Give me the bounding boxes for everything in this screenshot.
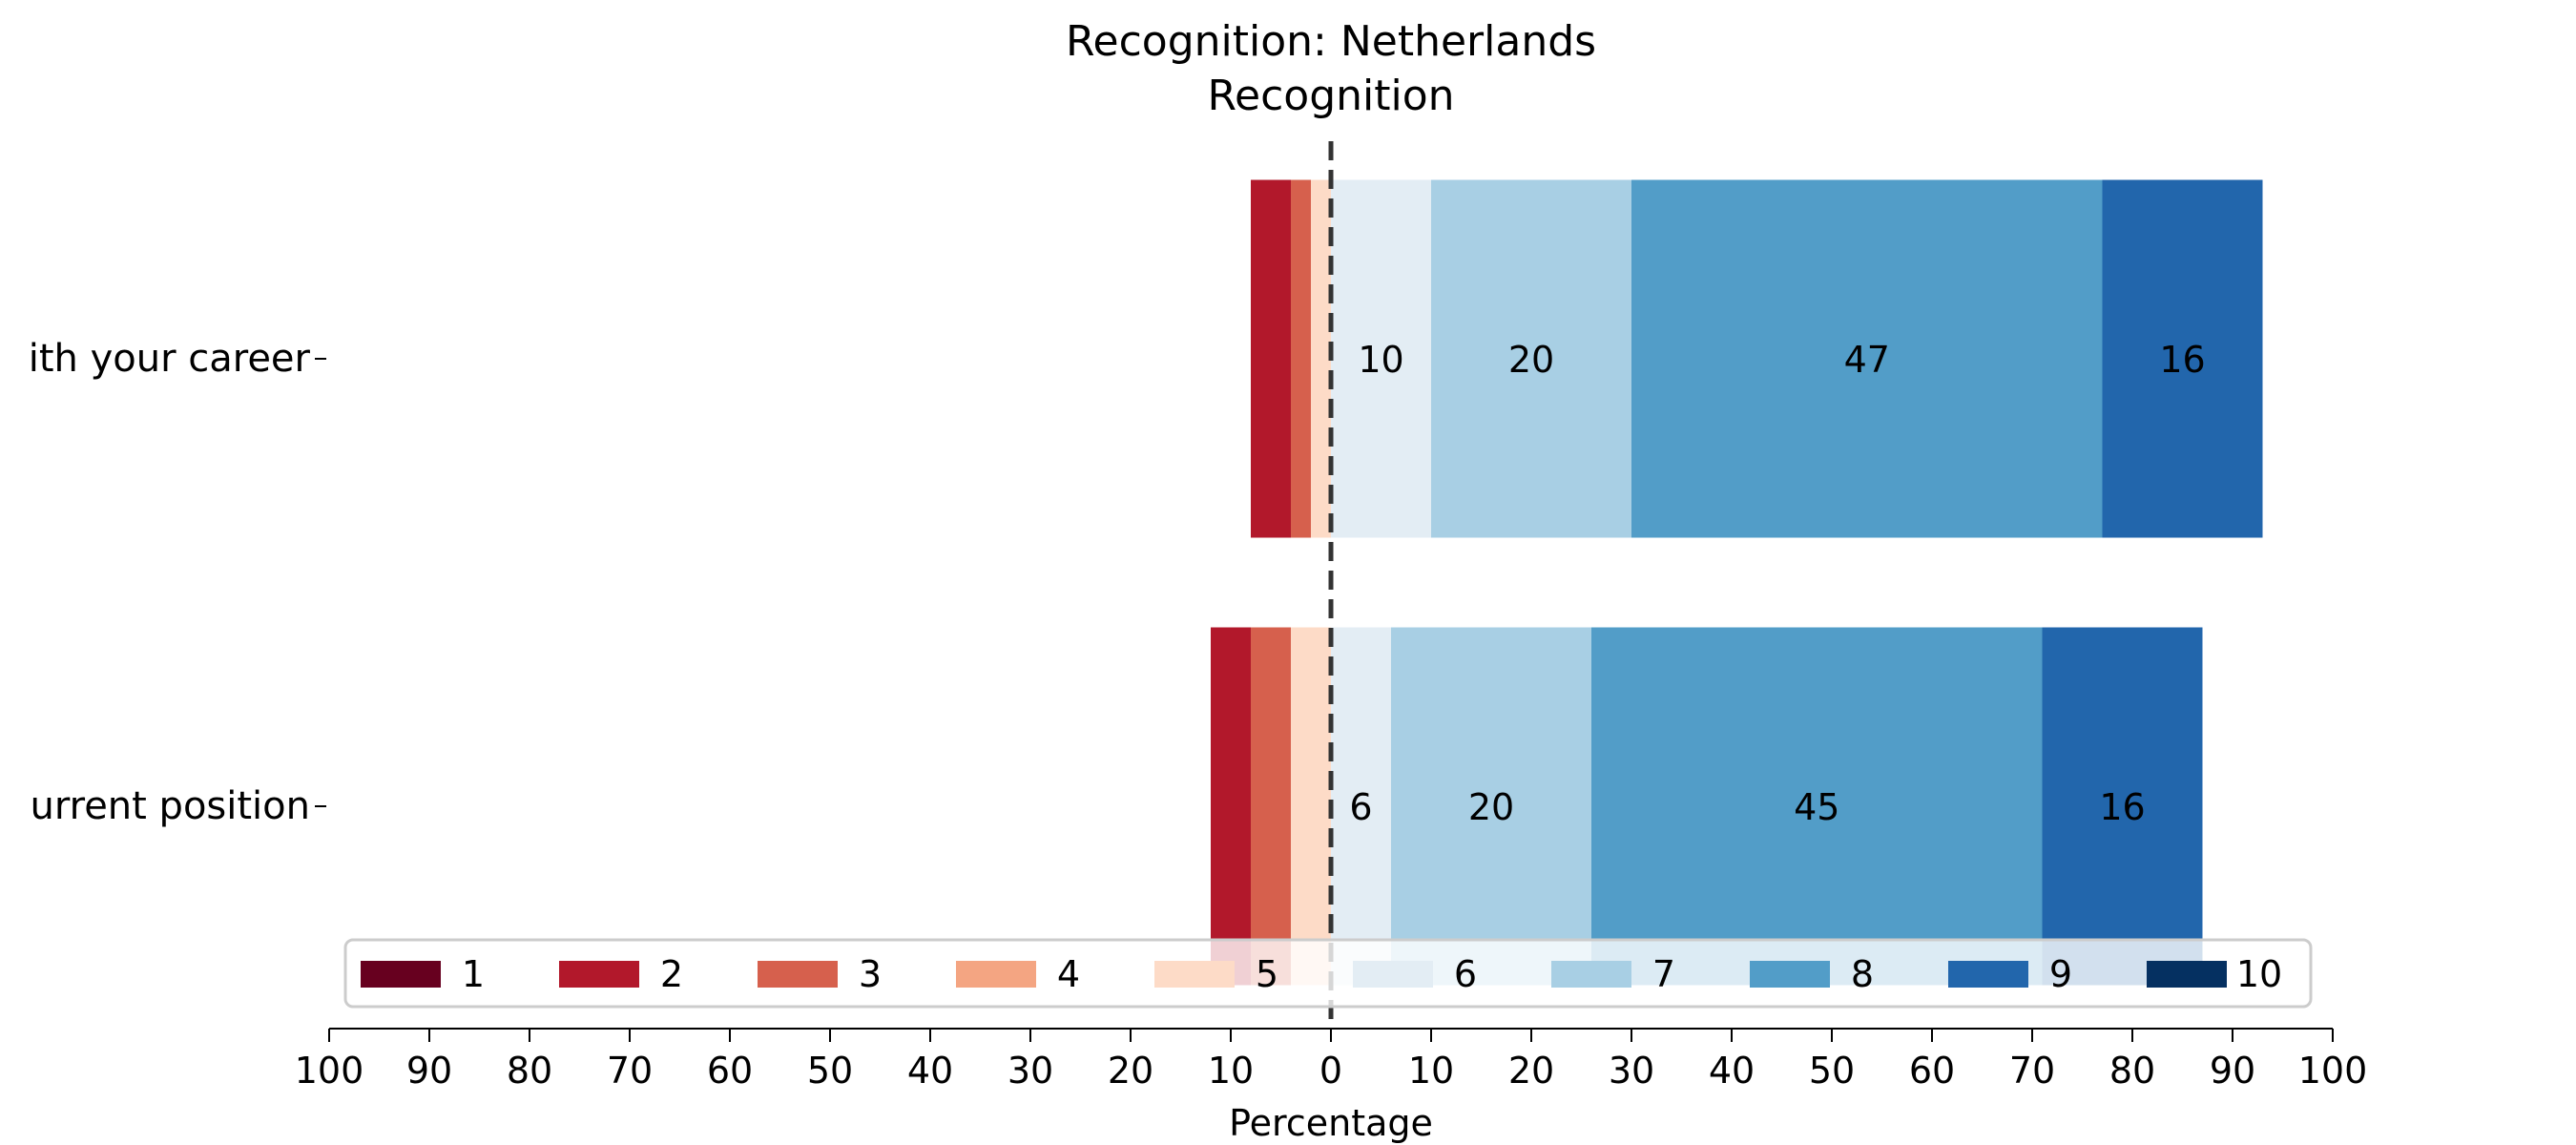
legend-swatch-9 [1948, 961, 2028, 988]
x-axis-label: Percentage [1229, 1102, 1433, 1144]
x-tick-label: 60 [707, 1050, 753, 1092]
x-tick-label: 40 [907, 1050, 953, 1092]
x-tick-label: 10 [1408, 1050, 1454, 1092]
bar-segment-9 [2042, 627, 2203, 986]
bar-segment-5 [1311, 179, 1331, 538]
legend-label-1: 1 [462, 953, 485, 995]
bar-value-label: 6 [1349, 786, 1372, 828]
y-axis-labels: ith your career urrent position [29, 337, 326, 828]
legend-label-8: 8 [1851, 953, 1874, 995]
bar-segment-9 [2102, 179, 2263, 538]
x-tick-label: 30 [1609, 1050, 1654, 1092]
bar-value-label: 47 [1844, 339, 1890, 381]
bar-value-label: 20 [1468, 786, 1514, 828]
bar-value-label: 16 [2099, 786, 2145, 828]
x-tick-label: 20 [1108, 1050, 1153, 1092]
bar-segment-6 [1331, 627, 1391, 986]
x-tick-label: 50 [1809, 1050, 1855, 1092]
legend-label-6: 6 [1454, 953, 1477, 995]
legend-label-9: 9 [2049, 953, 2072, 995]
legend-label-7: 7 [1652, 953, 1675, 995]
bars-layer: 10 20 47 16 6 20 45 16 [1211, 179, 2263, 986]
bar-segment-3 [1251, 627, 1291, 986]
bar-segment-7 [1431, 179, 1631, 538]
x-tick-label: 90 [2210, 1050, 2255, 1092]
bar-segment-2 [1251, 179, 1291, 538]
legend-swatch-3 [758, 961, 838, 988]
bar-value-label: 45 [1794, 786, 1839, 828]
x-tick-label: 30 [1008, 1050, 1053, 1092]
x-tick-label: 60 [1909, 1050, 1955, 1092]
x-tick-label: 70 [607, 1050, 653, 1092]
bar-value-label: 16 [2159, 339, 2205, 381]
legend-swatch-6 [1353, 961, 1433, 988]
bar-segment-8 [1631, 179, 2103, 538]
legend-label-10: 10 [2236, 953, 2282, 995]
x-tick-label: 80 [2109, 1050, 2155, 1092]
y-category-label: urrent position [31, 784, 310, 828]
legend-swatch-5 [1154, 961, 1235, 988]
x-tick-label: 80 [507, 1050, 552, 1092]
legend-label-2: 2 [660, 953, 683, 995]
x-tick-label: 90 [406, 1050, 452, 1092]
chart-subtitle: Recognition [1207, 72, 1454, 120]
legend-swatch-2 [559, 961, 639, 988]
legend-frame [343, 938, 2313, 1009]
bar-segment-5 [1291, 627, 1331, 986]
legend-label-5: 5 [1256, 953, 1278, 995]
bar-segment-7 [1391, 627, 1591, 986]
x-tick-label: 10 [1208, 1050, 1254, 1092]
x-tick-label: 0 [1319, 1050, 1342, 1092]
legend-swatch-7 [1551, 961, 1631, 988]
chart-title: Recognition: Netherlands [1066, 17, 1596, 66]
legend: 1 2 3 4 5 6 7 8 9 10 [343, 938, 2313, 1009]
x-tick-label: 100 [295, 1050, 364, 1092]
x-axis: 100 90 80 70 60 50 40 30 20 10 0 10 20 30 40 50 60 70 80 90… [295, 1028, 2368, 1092]
legend-label-4: 4 [1057, 953, 1080, 995]
legend-label-3: 3 [859, 953, 882, 995]
y-category-label: ith your career [29, 337, 311, 381]
x-tick-label: 50 [807, 1050, 853, 1092]
legend-swatch-8 [1750, 961, 1830, 988]
bar-segment-2 [1211, 627, 1251, 986]
x-tick-label: 20 [1508, 1050, 1554, 1092]
bar-segment-6 [1331, 179, 1431, 538]
bar-value-label: 10 [1358, 339, 1403, 381]
bar-segment-3 [1291, 179, 1311, 538]
legend-swatch-1 [361, 961, 441, 988]
x-tick-label: 100 [2298, 1050, 2368, 1092]
x-tick-label: 70 [2009, 1050, 2055, 1092]
legend-swatch-4 [956, 961, 1036, 988]
x-tick-label: 40 [1709, 1050, 1755, 1092]
bar-value-label: 20 [1508, 339, 1554, 381]
bar-segment-8 [1591, 627, 2043, 986]
legend-swatch-10 [2147, 961, 2227, 988]
